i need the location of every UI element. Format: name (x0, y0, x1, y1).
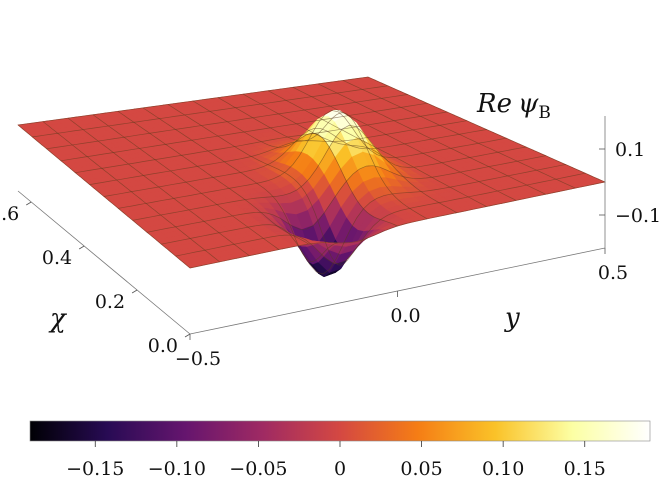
mesh-line-y (367, 76, 606, 183)
colorbar-ticks: −0.15 −0.10 −0.05 0 0.05 0.10 0.15 (66, 441, 606, 480)
mesh-line-y (117, 111, 309, 245)
z-label-prefix: Re (476, 89, 512, 119)
z-axis-label: Re ψB (476, 89, 551, 123)
mesh-line-y (317, 83, 546, 195)
z-tick-label: −0.1 (615, 205, 661, 227)
colorbar-tick-label: 0.10 (482, 458, 524, 480)
colorbar-tick-label: −0.10 (148, 458, 206, 480)
mesh-line-y (192, 100, 398, 227)
mesh-line-y (142, 107, 339, 262)
x-tick (78, 245, 85, 250)
mesh-line-y (167, 104, 369, 266)
mesh-line-y (17, 124, 191, 269)
x-tick (26, 201, 32, 206)
z-label-symbol: ψ (518, 89, 539, 119)
y-axis-label: y (504, 303, 520, 333)
x-tick-label: 0.2 (95, 291, 125, 313)
mesh-line-y (42, 121, 220, 263)
mesh-line-y (267, 90, 487, 207)
z-label-subscript: B (538, 103, 551, 123)
mesh-line-y (92, 114, 280, 250)
axis-ticks: 0.00.20.40.6−0.50.00.50.1−0.1 (0, 139, 661, 370)
mesh-line-y (67, 117, 250, 256)
y-tick-label: 0.0 (390, 305, 420, 327)
mesh-line-y (242, 93, 457, 214)
colorbar-tick-label: 0 (334, 458, 346, 480)
colorbar-tick-label: 0.15 (564, 458, 606, 480)
colorbar-tick-label: −0.15 (66, 458, 124, 480)
x-tick-label: 0.0 (148, 335, 178, 357)
mesh-line-y (342, 80, 576, 189)
x-tick (131, 289, 138, 294)
y-tick-label: −0.5 (175, 348, 221, 370)
box-edge-chi (17, 190, 191, 335)
x-tick-label: 0.6 (0, 203, 19, 225)
colorbar-tick-label: 0.05 (400, 458, 442, 480)
colorbar (29, 420, 651, 442)
x-tick (184, 333, 191, 338)
surface-mesh (17, 76, 606, 278)
y-tick-label: 0.5 (598, 262, 628, 284)
mesh-line-y (292, 86, 517, 201)
colorbar-tick-label: −0.05 (229, 458, 287, 480)
z-tick-label: 0.1 (615, 139, 645, 161)
x-axis-label: χ (48, 304, 68, 334)
x-tick-label: 0.4 (42, 247, 72, 269)
mesh-line-y (217, 97, 428, 220)
